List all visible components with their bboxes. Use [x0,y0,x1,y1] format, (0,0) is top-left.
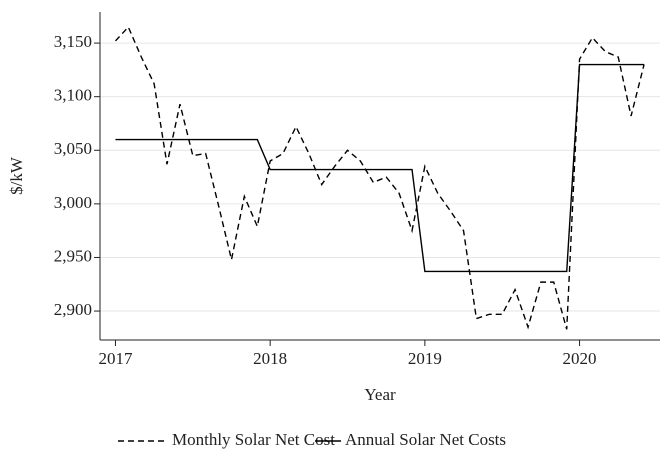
y-tick-label: 2,900 [54,300,92,319]
y-tick-label: 3,000 [54,193,92,212]
legend-label: Annual Solar Net Costs [345,430,506,449]
x-tick-label: 2019 [408,349,442,368]
y-tick-label: 3,050 [54,139,92,158]
x-axis-label: Year [364,385,396,404]
series-line [114,25,645,330]
y-tick-label: 3,150 [54,32,92,51]
legend-label: Monthly Solar Net Cost [172,430,335,449]
x-tick-label: 2017 [98,349,133,368]
x-tick-label: 2018 [253,349,287,368]
y-axis-label: $/kW [7,156,26,195]
y-tick-label: 2,950 [54,246,92,265]
series-line [115,63,645,273]
y-tick-label: 3,100 [54,86,92,105]
x-tick-label: 2020 [563,349,597,368]
